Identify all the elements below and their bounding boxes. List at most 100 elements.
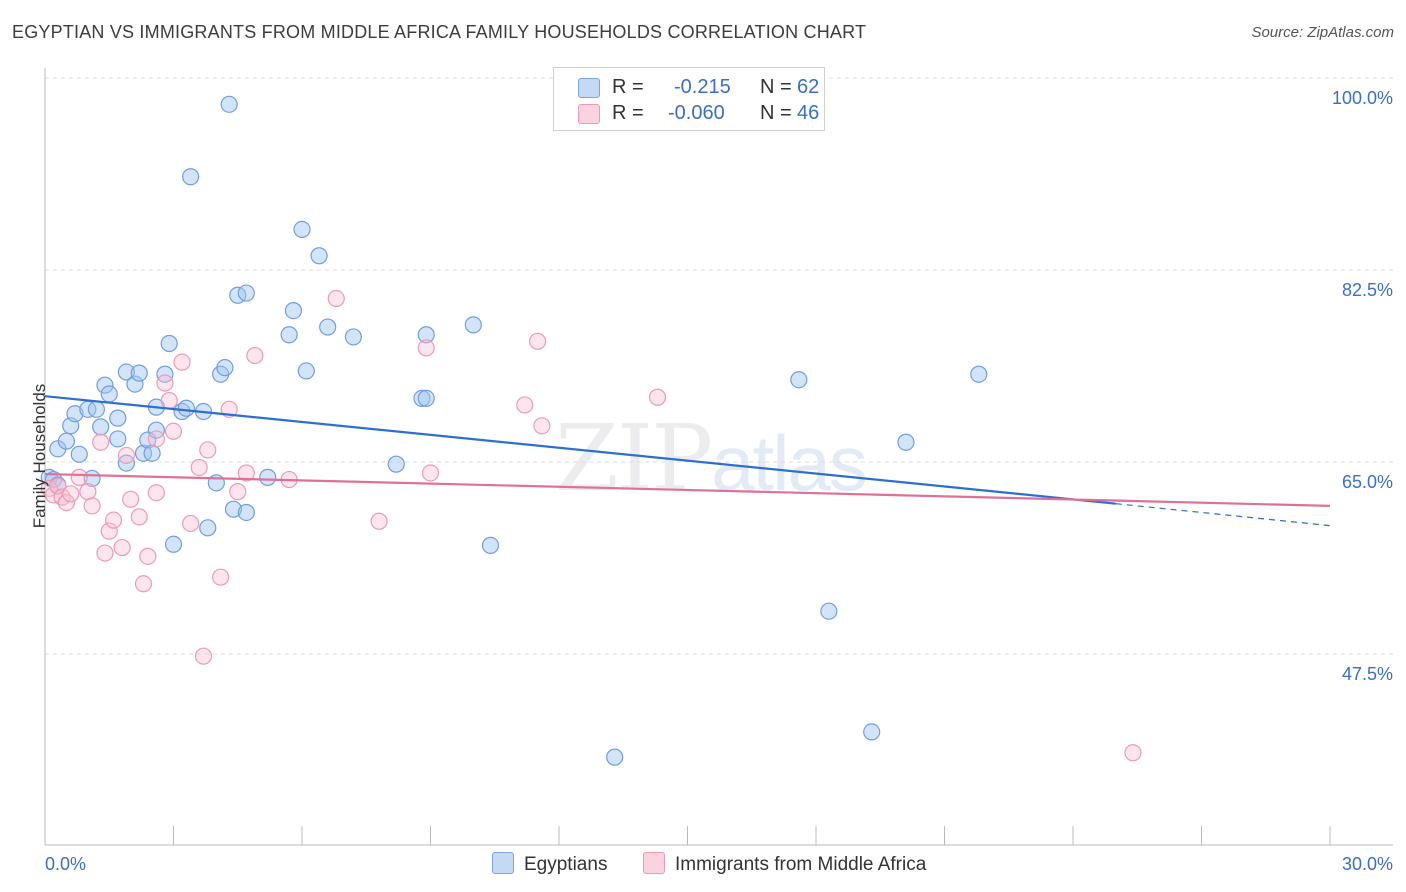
egyptians-point xyxy=(237,503,255,522)
x-tick-label-min: 0.0% xyxy=(45,854,86,874)
immigrants-point xyxy=(62,485,80,503)
egyptians-point xyxy=(897,433,915,451)
bottom-legend-immigrants: Immigrants from Middle Africa xyxy=(643,852,926,876)
egyptians-point xyxy=(109,430,127,448)
immigrants-point xyxy=(421,464,440,482)
immigrants-point xyxy=(327,289,345,308)
immigrants-point xyxy=(147,430,165,448)
egyptians-point xyxy=(147,421,165,439)
egyptians-point xyxy=(284,301,303,320)
egyptians-point xyxy=(606,748,624,766)
egyptians-point xyxy=(57,432,76,450)
immigrants-point xyxy=(199,441,217,459)
immigrants-point xyxy=(194,647,213,665)
immigrants-trend-line xyxy=(44,472,1331,507)
egyptians-point xyxy=(96,376,114,394)
egyptians-point xyxy=(259,468,277,486)
x-tick-label-max: 30.0% xyxy=(1342,854,1393,874)
immigrants-point xyxy=(516,396,534,414)
immigrants-point xyxy=(190,458,208,477)
immigrants-point xyxy=(417,339,435,357)
egyptians-point xyxy=(970,365,988,383)
egyptians-point xyxy=(310,247,328,265)
egyptians-point xyxy=(417,389,435,407)
legend-n-value: 46 xyxy=(797,102,820,124)
bottom-legend-egyptians: Egyptians xyxy=(492,852,607,876)
correlation-legend: R = -0.215 N = 62 R = -0.060 N = 46 xyxy=(553,67,825,131)
immigrants-point xyxy=(83,497,101,515)
y-axis-label: Family Households xyxy=(30,383,49,529)
immigrants-point xyxy=(79,483,97,501)
immigrants-point xyxy=(70,468,88,486)
egyptians-point xyxy=(177,399,195,417)
egyptians-point xyxy=(92,418,110,436)
egyptians-point xyxy=(130,364,148,382)
immigrants-point xyxy=(122,490,140,508)
legend-r-value: -0.060 xyxy=(668,102,725,124)
egyptians-point xyxy=(70,445,88,463)
immigrants-point xyxy=(113,538,131,557)
egyptians-point xyxy=(413,389,431,407)
immigrants-point xyxy=(134,575,153,593)
immigrants-point xyxy=(164,422,183,440)
legend-row-immigrants: R = -0.060 N = 46 xyxy=(578,102,838,126)
egyptians-point xyxy=(293,220,311,239)
legend-n-value: 62 xyxy=(797,76,820,98)
legend-r-label: R = xyxy=(612,102,644,124)
egyptians-point xyxy=(297,362,315,380)
egyptians-point xyxy=(220,95,238,113)
egyptians-point xyxy=(160,334,178,353)
immigrants-point xyxy=(648,388,667,406)
y-tick-label: 65.0% xyxy=(1342,472,1393,492)
immigrants-point xyxy=(96,544,114,562)
immigrants-point xyxy=(49,477,67,495)
immigrants-point xyxy=(533,417,551,435)
egyptians-point xyxy=(126,375,144,393)
chart-title: EGYPTIAN VS IMMIGRANTS FROM MIDDLE AFRIC… xyxy=(12,22,867,42)
immigrants-point xyxy=(1124,744,1142,762)
immigrants-point xyxy=(237,464,255,482)
egyptians-point xyxy=(344,328,362,346)
egyptians-point xyxy=(143,444,161,462)
egyptians-point xyxy=(100,385,118,403)
bottom-legend-swatch-pink xyxy=(643,852,665,874)
legend-swatch-blue xyxy=(578,78,600,98)
immigrants-point xyxy=(182,514,200,533)
bottom-legend-swatch-blue xyxy=(492,852,514,874)
egyptians-point xyxy=(417,326,435,344)
source-label: Source: ZipAtlas.com xyxy=(1251,24,1394,41)
egyptians-point xyxy=(87,400,106,418)
egyptians-point xyxy=(182,168,200,186)
egyptians-point xyxy=(790,371,808,389)
egyptians-point xyxy=(117,363,135,381)
egyptians-point xyxy=(216,359,234,377)
egyptians-point xyxy=(66,405,84,423)
immigrants-point xyxy=(92,433,110,451)
immigrants-point xyxy=(130,508,148,526)
immigrants-point xyxy=(57,493,76,512)
egyptians-point xyxy=(164,535,183,553)
immigrants-point xyxy=(370,512,388,530)
egyptians-point xyxy=(280,326,298,344)
y-tick-label: 47.5% xyxy=(1342,664,1393,684)
immigrants-point xyxy=(229,483,247,501)
legend-n-label: N = xyxy=(760,76,792,98)
immigrants-point xyxy=(246,346,264,365)
egyptians-point xyxy=(109,409,127,427)
y-tick-label: 100.0% xyxy=(1332,88,1393,108)
egyptians-point xyxy=(387,455,405,473)
egyptians-point xyxy=(199,519,217,537)
egyptians-trend-extension xyxy=(1115,503,1331,527)
egyptians-point xyxy=(224,500,243,518)
legend-swatch-pink xyxy=(578,104,600,124)
egyptians-point xyxy=(156,365,174,383)
immigrants-point xyxy=(160,391,178,410)
immigrants-point xyxy=(212,568,230,586)
legend-n-label: N = xyxy=(760,102,792,124)
egyptians-point xyxy=(319,318,337,336)
immigrants-point xyxy=(173,353,191,371)
egyptians-point xyxy=(820,602,838,620)
immigrants-point xyxy=(100,522,118,540)
egyptians-point xyxy=(464,316,482,334)
